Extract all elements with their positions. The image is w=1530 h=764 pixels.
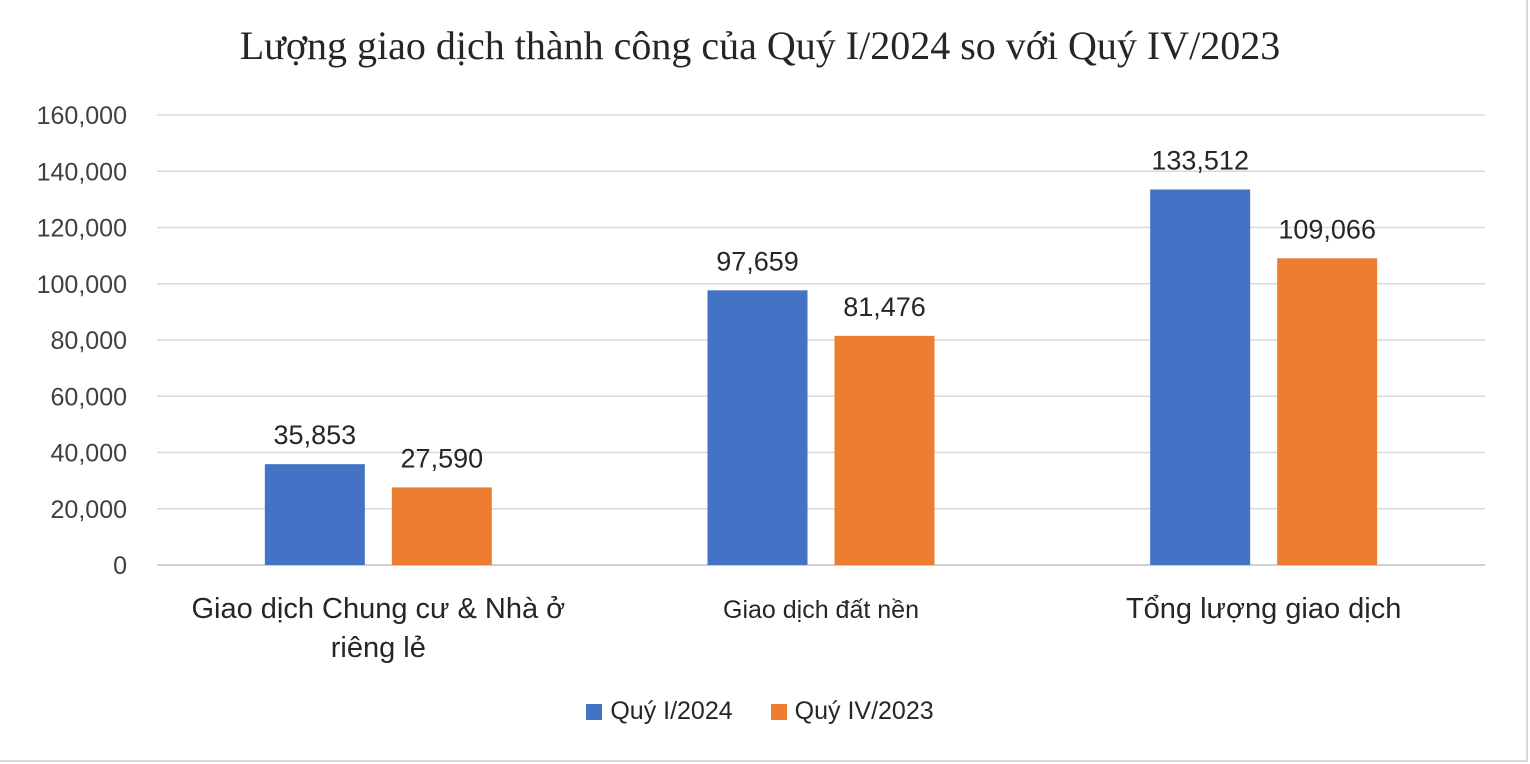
- legend-item-series-1: Quý I/2024: [586, 697, 733, 726]
- y-tick-label: 100,000: [37, 271, 127, 299]
- legend-swatch-series-1: [586, 703, 603, 720]
- bar-1-3: [1150, 189, 1251, 565]
- data-label: 81,476: [843, 292, 926, 322]
- data-label: 109,066: [1278, 214, 1376, 244]
- y-tick-label: 40,000: [51, 440, 127, 468]
- y-tick-label: 160,000: [37, 102, 127, 130]
- chart-title: Lượng giao dịch thành công của Quý I/202…: [239, 23, 1281, 68]
- bar-2-2: [834, 335, 935, 565]
- x-tick-label: Giao dịch đất nền: [723, 596, 919, 624]
- x-tick-label: Giao dịch Chung cư & Nhà ở: [191, 593, 565, 625]
- legend-label-series-1: Quý I/2024: [610, 697, 733, 725]
- bar-2-1: [391, 487, 492, 565]
- legend-label-series-2: Quý IV/2023: [794, 697, 934, 725]
- bar-1-2: [707, 290, 808, 565]
- data-label: 97,659: [716, 246, 799, 276]
- bar-2-3: [1277, 258, 1378, 565]
- x-tick-label: riêng lẻ: [331, 632, 426, 664]
- x-tick-label: Tổng lượng giao dịch: [1126, 593, 1401, 625]
- y-tick-label: 20,000: [51, 496, 127, 524]
- chart-legend: Quý I/2024 Quý IV/2023: [0, 697, 1520, 726]
- y-tick-label: 140,000: [37, 158, 127, 186]
- bar-chart: 0 20,000 40,000 60,000 80,000 100,000 120,000 1…: [37, 102, 1485, 664]
- y-tick-label: 0: [113, 552, 127, 580]
- legend-swatch-series-2: [770, 703, 787, 720]
- data-label: 133,512: [1151, 145, 1249, 175]
- y-tick-label: 60,000: [51, 383, 127, 411]
- y-tick-label: 80,000: [51, 327, 127, 355]
- legend-item-series-2: Quý IV/2023: [770, 697, 934, 726]
- data-label: 27,590: [401, 443, 484, 473]
- bar-1-1: [264, 464, 365, 565]
- y-tick-label: 120,000: [37, 215, 127, 243]
- data-label: 35,853: [274, 420, 357, 450]
